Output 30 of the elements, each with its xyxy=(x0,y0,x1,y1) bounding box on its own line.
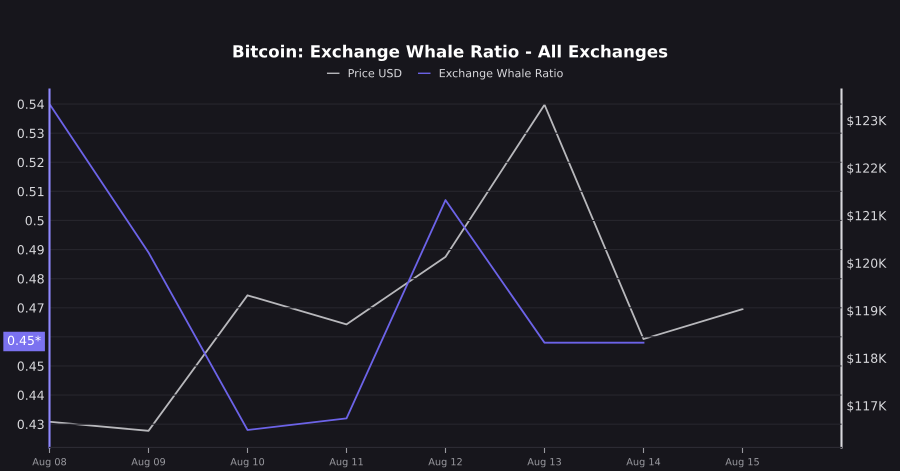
y-tick-label: 0.45 xyxy=(18,361,44,371)
x-tick-label: Aug 10 xyxy=(230,458,264,468)
y2-tick-label: $119K xyxy=(847,306,887,318)
y-tick-label: 0.53 xyxy=(18,128,44,138)
y2-tick-label: $117K xyxy=(847,400,887,412)
y-tick-label: 0.54 xyxy=(18,100,44,109)
legend-label: Price USD xyxy=(348,68,402,78)
y-tick-label: 0.51 xyxy=(18,186,44,196)
chart-title: Bitcoin: Exchange Whale Ratio - All Exchanges xyxy=(233,44,668,62)
y-tick-label: 0.43 xyxy=(18,420,44,430)
y2-tick-label: $121K xyxy=(847,210,887,222)
x-tick-label: Aug 12 xyxy=(428,458,462,468)
y-tick-label: 0.5 xyxy=(26,216,44,226)
y-tick-label: 0.47 xyxy=(18,303,44,313)
y2-tick-label: $123K xyxy=(847,116,887,127)
y2-tick-label: $118K xyxy=(847,353,887,365)
x-tick-label: Aug 13 xyxy=(527,458,561,468)
text: 0.45* xyxy=(8,336,41,346)
y-tick-label: 0.48 xyxy=(18,274,44,284)
y-tick-label: 0.44 xyxy=(18,390,44,400)
x-tick-label: Aug 15 xyxy=(725,458,759,468)
y-tick-label: 0.52 xyxy=(18,158,44,168)
y-tick-label: 0.49 xyxy=(18,245,44,254)
y2-tick-label: $120K xyxy=(847,258,887,270)
y2-tick-label: $122K xyxy=(847,163,887,175)
x-tick-label: Aug 09 xyxy=(131,458,166,468)
x-tick-label: Aug 08 xyxy=(32,458,66,468)
legend-label: Exchange Whale Ratio xyxy=(440,68,563,80)
x-tick-label: Aug 14 xyxy=(626,458,660,468)
x-tick-label: Aug 11 xyxy=(329,458,363,468)
